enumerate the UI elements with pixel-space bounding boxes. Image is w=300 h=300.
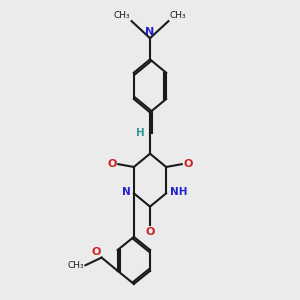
Text: O: O [91,247,101,257]
Text: H: H [136,128,145,138]
Text: N: N [122,187,130,197]
Text: O: O [145,227,155,237]
Text: CH₃: CH₃ [114,11,130,20]
Text: O: O [183,159,193,169]
Text: N: N [146,27,154,37]
Text: O: O [107,159,117,169]
Text: CH₃: CH₃ [68,261,84,270]
Text: NH: NH [169,187,187,197]
Text: CH₃: CH₃ [170,11,186,20]
